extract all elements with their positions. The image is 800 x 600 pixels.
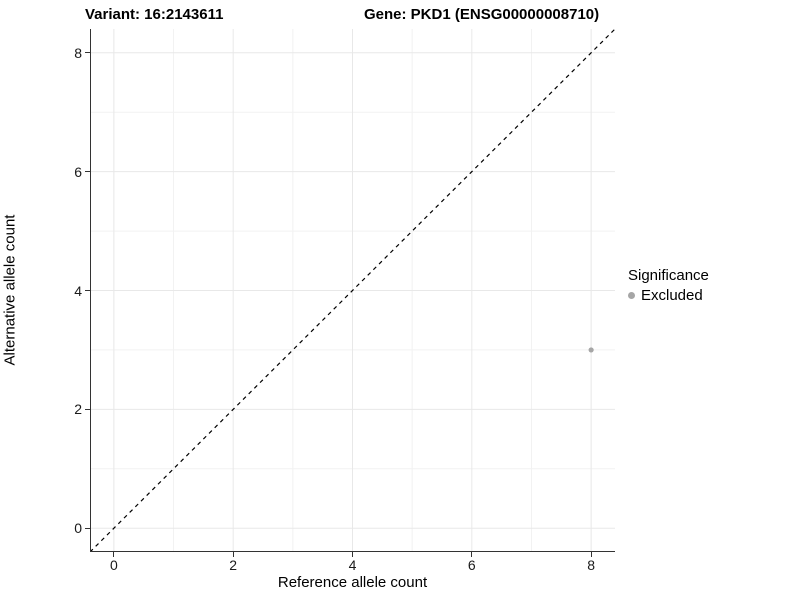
y-axis-tick-mark <box>85 408 90 410</box>
x-axis-tick-mark <box>471 552 473 557</box>
data-point <box>588 347 594 353</box>
legend: Significance Excluded <box>628 267 709 304</box>
y-axis-tick-mark <box>85 290 90 291</box>
x-axis-tick-mark <box>590 552 592 557</box>
legend-entry-excluded: Excluded <box>628 287 709 304</box>
x-axis-tick-mark <box>113 552 115 557</box>
y-axis-title-text: Alternative allele count <box>1 214 19 366</box>
x-axis-tick-label: 0 <box>109 557 118 573</box>
y-axis-tick-label: 8 <box>74 44 82 61</box>
x-axis-tick-label: 6 <box>467 557 476 573</box>
plot-canvas <box>90 29 615 552</box>
plot-panel <box>90 29 615 552</box>
y-axis-tick-label: 6 <box>74 163 82 180</box>
x-axis-tick-label: 2 <box>229 557 238 573</box>
legend-title: Significance <box>628 267 709 284</box>
y-axis-tick-label: 0 <box>74 520 82 537</box>
x-axis-tick-mark <box>232 552 234 557</box>
plot-title-gene: Gene: PKD1 (ENSG00000008710) <box>364 6 600 23</box>
y-axis-tick-label: 2 <box>74 401 82 418</box>
x-axis-tick-label: 8 <box>587 557 596 573</box>
y-axis-tick-mark <box>85 52 90 54</box>
legend-entry-label: Excluded <box>641 287 703 304</box>
x-axis-tick-mark <box>352 552 353 557</box>
legend-point-swatch <box>628 292 635 299</box>
identity-dashed-line <box>90 29 615 552</box>
y-axis-tick-mark <box>85 171 90 173</box>
y-axis-tick-label: 4 <box>74 282 82 299</box>
x-axis-tick-label: 4 <box>348 557 357 573</box>
y-axis-tick-mark <box>85 527 90 529</box>
plot-title-variant: Variant: 16:2143611 <box>85 6 224 23</box>
x-axis-title: Reference allele count <box>277 574 428 591</box>
